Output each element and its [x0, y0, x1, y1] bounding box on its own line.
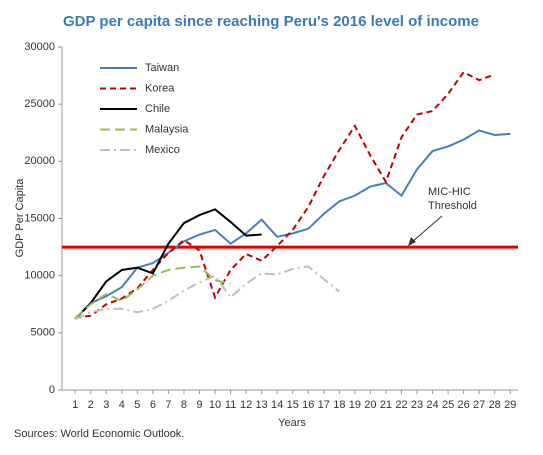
y-tick-label: 0 — [49, 384, 55, 396]
x-tick-label: 6 — [150, 399, 156, 411]
x-tick-label: 12 — [240, 399, 252, 411]
x-tick-label: 1 — [72, 399, 78, 411]
x-tick-label: 26 — [457, 399, 469, 411]
source-note: Sources: World Economic Outlook. — [14, 428, 184, 440]
x-axis-label: Years — [278, 417, 306, 429]
x-tick-label: 18 — [333, 399, 345, 411]
annotation-arrow — [411, 215, 443, 243]
x-tick-label: 3 — [103, 399, 109, 411]
series-line — [74, 129, 511, 320]
y-tick-label: 30000 — [24, 41, 55, 53]
annotation: Threshold — [428, 200, 477, 212]
y-tick-label: 15000 — [24, 212, 55, 224]
series-line — [74, 265, 231, 319]
x-tick-label: 29 — [504, 399, 516, 411]
legend-label: Chile — [145, 103, 170, 115]
arrow-head — [408, 237, 416, 246]
legend-label: Taiwan — [145, 62, 179, 74]
x-tick-label: 19 — [349, 399, 361, 411]
series-line — [74, 265, 340, 321]
y-axis-label: GDP Per Capita — [14, 178, 26, 258]
x-tick-label: 28 — [489, 399, 501, 411]
y-tick-label: 5000 — [31, 327, 55, 339]
series-line — [75, 70, 496, 319]
x-tick-label: 16 — [302, 399, 314, 411]
x-tick-label: 17 — [318, 399, 330, 411]
x-tick-label: 11 — [225, 399, 236, 411]
y-tick-label: 25000 — [24, 98, 55, 110]
legend-label: Korea — [145, 82, 175, 94]
x-tick-label: 15 — [287, 399, 299, 411]
x-tick-label: 27 — [473, 399, 485, 411]
legend-label: Mexico — [145, 144, 180, 156]
annotation: MIC-HIC — [428, 186, 471, 198]
chart-title: GDP per capita since reaching Peru's 201… — [63, 13, 479, 30]
x-tick-label: 13 — [256, 399, 268, 411]
legend-label: Malaysia — [145, 123, 189, 135]
x-tick-label: 21 — [380, 399, 392, 411]
x-tick-label: 2 — [88, 399, 94, 411]
series-line — [74, 208, 262, 320]
x-tick-label: 10 — [209, 399, 221, 411]
x-tick-label: 4 — [119, 399, 125, 411]
x-tick-label: 14 — [271, 399, 283, 411]
x-tick-label: 25 — [442, 399, 454, 411]
y-tick-label: 20000 — [24, 155, 55, 167]
x-tick-label: 22 — [395, 399, 407, 411]
x-tick-label: 20 — [364, 399, 376, 411]
x-tick-label: 7 — [165, 399, 171, 411]
x-tick-label: 23 — [411, 399, 423, 411]
x-tick-label: 9 — [196, 399, 202, 411]
x-tick-label: 24 — [426, 399, 438, 411]
x-tick-label: 8 — [181, 399, 187, 411]
x-tick-label: 5 — [134, 399, 140, 411]
y-tick-label: 10000 — [24, 270, 55, 282]
